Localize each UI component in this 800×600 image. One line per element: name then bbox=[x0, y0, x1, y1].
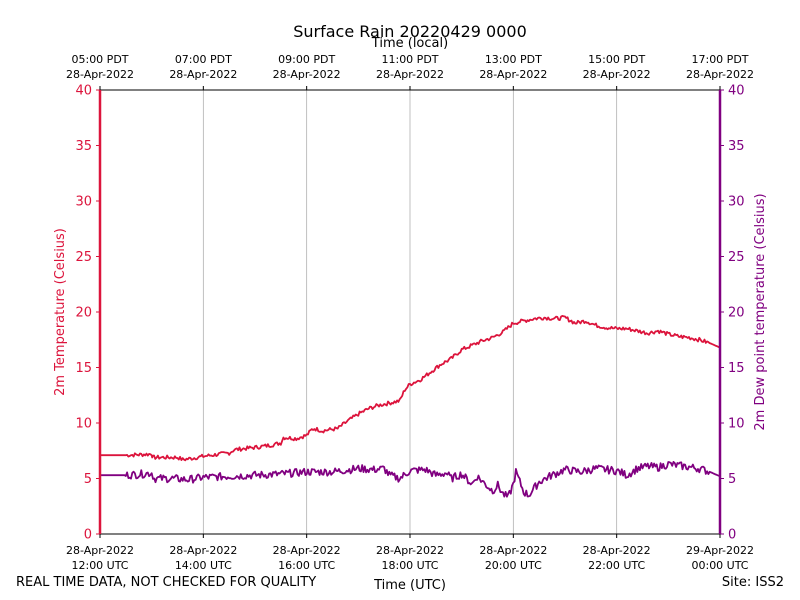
y-tick-label-left: 25 bbox=[75, 250, 92, 265]
x-tick-label-bottom-time: 00:00 UTC bbox=[691, 559, 748, 572]
x-tick-label-bottom-time: 14:00 UTC bbox=[175, 559, 232, 572]
x-tick-label-top-date: 28-Apr-2022 bbox=[376, 68, 444, 81]
y-tick-label-right: 15 bbox=[728, 361, 745, 376]
x-tick-label-bottom-date: 28-Apr-2022 bbox=[376, 544, 444, 557]
x-tick-label-top-date: 28-Apr-2022 bbox=[686, 68, 754, 81]
x-tick-label-top-time: 05:00 PDT bbox=[71, 53, 128, 66]
x-tick-label-top-date: 28-Apr-2022 bbox=[169, 68, 237, 81]
y-tick-label-right: 30 bbox=[728, 195, 745, 210]
y-tick-label-right: 25 bbox=[728, 250, 745, 265]
x-tick-label-bottom-date: 28-Apr-2022 bbox=[169, 544, 237, 557]
grid-layer bbox=[202, 90, 618, 534]
y-tick-label-left: 35 bbox=[75, 139, 92, 154]
y-tick-label-left: 0 bbox=[84, 528, 92, 543]
x-tick-label-top-time: 13:00 PDT bbox=[485, 53, 542, 66]
x-tick-label-top-date: 28-Apr-2022 bbox=[479, 68, 547, 81]
x-tick-label-bottom-date: 28-Apr-2022 bbox=[273, 544, 341, 557]
x-tick-label-top-time: 15:00 PDT bbox=[588, 53, 645, 66]
series-layer bbox=[100, 314, 721, 498]
dewpoint-series-line bbox=[100, 460, 721, 498]
x-tick-label-bottom-date: 28-Apr-2022 bbox=[66, 544, 134, 557]
x-tick-label-top-date: 28-Apr-2022 bbox=[273, 68, 341, 81]
y-tick-label-right: 35 bbox=[728, 139, 745, 154]
x-tick-label-top-date: 28-Apr-2022 bbox=[583, 68, 651, 81]
top-axis-label: Time (local) bbox=[371, 36, 448, 51]
y-axis-label-left: 2m Temperature (Celsius) bbox=[53, 228, 68, 396]
temperature-series-line bbox=[100, 314, 721, 462]
x-tick-label-bottom-date: 28-Apr-2022 bbox=[479, 544, 547, 557]
y-tick-label-left: 5 bbox=[84, 472, 92, 487]
site-label: Site: ISS2 bbox=[721, 575, 784, 590]
x-tick-label-top-time: 17:00 PDT bbox=[691, 53, 748, 66]
ticks-layer: 0 0 5 5 10 10 15 15 20 20 25 25 30 30 35 35 40 40 28-Apr-2… bbox=[66, 53, 754, 572]
y-tick-label-right: 20 bbox=[728, 306, 745, 321]
chart-title: Surface Rain 20220429 0000 bbox=[293, 22, 527, 41]
x-tick-label-bottom-time: 22:00 UTC bbox=[588, 559, 645, 572]
y-tick-label-right: 5 bbox=[728, 472, 736, 487]
x-tick-label-top-time: 11:00 PDT bbox=[381, 53, 438, 66]
x-tick-label-bottom-time: 12:00 UTC bbox=[71, 559, 128, 572]
x-tick-label-top-time: 07:00 PDT bbox=[175, 53, 232, 66]
quality-disclaimer: REAL TIME DATA, NOT CHECKED FOR QUALITY bbox=[16, 575, 317, 590]
y-axis-label-right: 2m Dew point temperature (Celsius) bbox=[753, 193, 768, 430]
y-tick-label-right: 0 bbox=[728, 528, 736, 543]
x-tick-label-bottom-time: 16:00 UTC bbox=[278, 559, 335, 572]
x-tick-label-top-date: 28-Apr-2022 bbox=[66, 68, 134, 81]
x-tick-label-bottom-date: 29-Apr-2022 bbox=[686, 544, 754, 557]
x-tick-label-bottom-time: 18:00 UTC bbox=[381, 559, 438, 572]
y-tick-label-left: 40 bbox=[75, 84, 92, 99]
y-tick-label-left: 20 bbox=[75, 306, 92, 321]
y-tick-label-left: 30 bbox=[75, 195, 92, 210]
x-tick-label-bottom-time: 20:00 UTC bbox=[485, 559, 542, 572]
y-tick-label-right: 40 bbox=[728, 84, 745, 99]
y-tick-label-right: 10 bbox=[728, 417, 745, 432]
x-tick-label-bottom-date: 28-Apr-2022 bbox=[583, 544, 651, 557]
y-tick-label-left: 15 bbox=[75, 361, 92, 376]
y-tick-label-left: 10 bbox=[75, 417, 92, 432]
x-axis-label: Time (UTC) bbox=[373, 578, 446, 593]
x-tick-label-top-time: 09:00 PDT bbox=[278, 53, 335, 66]
